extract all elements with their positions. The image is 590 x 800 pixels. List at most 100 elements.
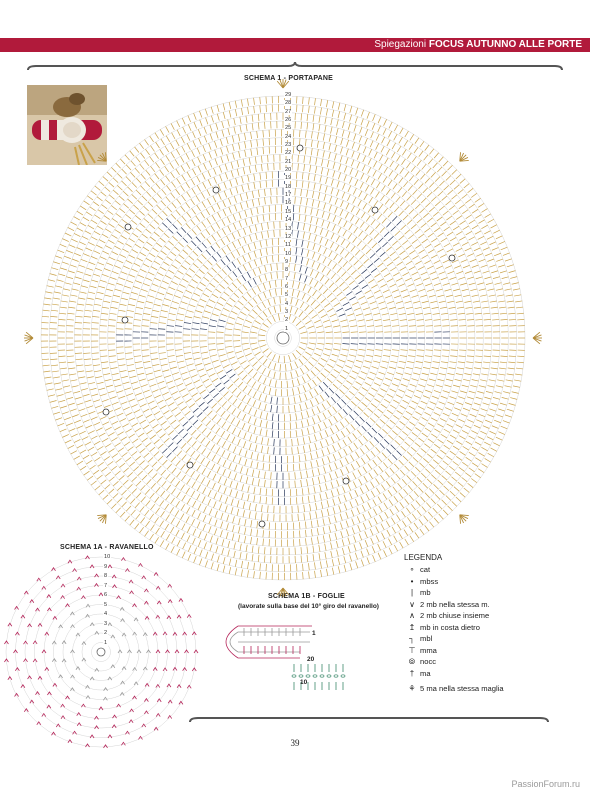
schema1-stitch: [352, 236, 358, 243]
schema1-stitch: [408, 209, 415, 215]
schema1-stitch: [234, 204, 238, 212]
schema1-stitch: [236, 420, 241, 427]
schema1-stitch: [220, 238, 226, 246]
schema1-stitch: [309, 391, 314, 398]
schema1-stitch: [333, 369, 340, 374]
schema1-stitch: [434, 443, 441, 449]
schema1-stitch: [436, 265, 443, 270]
schema1-stitch: [168, 286, 176, 291]
schema1-stitch: [386, 278, 394, 283]
header-title: Spiegazioni FOCUS AUTUNNO ALLE PORTE: [374, 39, 582, 50]
schema1-stitch: [109, 312, 117, 315]
schema1-stitch: [349, 414, 355, 421]
schema1-stitch: [339, 374, 347, 380]
schema1-stitch: [211, 214, 216, 222]
schema1-stitch: [456, 306, 465, 309]
schema1-stitch: [267, 370, 271, 377]
schema1-stitch: [380, 403, 387, 409]
schema1-stitch: [342, 343, 350, 345]
schema1-stitch: [301, 239, 304, 247]
schema1-stitch: [219, 494, 223, 502]
schema1-stitch: [353, 410, 359, 417]
schema1-stitch: [191, 481, 196, 488]
schema1-stitch: [347, 359, 355, 363]
schema1-stitch: [330, 436, 335, 444]
schema1-stitch: [431, 395, 439, 399]
schema1-stitch: [332, 445, 336, 452]
schema1-stitch: [166, 218, 172, 224]
legend-item: ┐ mbl: [404, 633, 584, 645]
schema1-stitch: [369, 301, 377, 305]
schema1-stitch: [416, 355, 424, 357]
schema1-stitch: [419, 462, 425, 468]
schema1-stitch: [367, 263, 374, 269]
schema1-stitch: [158, 328, 166, 330]
schema1-stitch: [307, 495, 310, 503]
schema1-stitch: [247, 252, 252, 260]
schema1-stitch: [437, 423, 444, 428]
schema1-stitch: [386, 409, 394, 415]
schema1-stitch: [362, 365, 370, 369]
schema1-stitch: [111, 373, 119, 376]
schema1-stitch: [300, 256, 304, 264]
schema1-stitch: [226, 433, 231, 441]
schema1-stitch: [211, 293, 219, 299]
schema1-stitch: [237, 430, 242, 437]
schema1-stitch: [409, 250, 416, 255]
schema1-stitch: [314, 281, 319, 288]
schema1-stitch: [271, 422, 274, 430]
schema1-stitch: [264, 197, 266, 205]
schema1-stitch: [404, 372, 412, 376]
schema1-stitch: [326, 400, 332, 407]
schema1-stitch: [157, 227, 164, 233]
schema1-stitch: [377, 278, 384, 283]
schema1-stitch: [167, 319, 175, 321]
schema1-stitch: [286, 380, 288, 388]
schema1-stitch: [249, 234, 253, 242]
schema1-stitch: [265, 429, 268, 437]
schema1-stitch: [391, 289, 399, 293]
schema1-stitch: [308, 232, 311, 241]
schema1-stitch: [320, 358, 328, 362]
schema1-stitch: [300, 479, 302, 488]
schema1-stitch: [375, 446, 381, 453]
schema1-stitch: [216, 202, 221, 210]
schema1-stitch: [315, 217, 319, 225]
schema1-stitch: [406, 219, 413, 225]
schema1-stitch: [370, 188, 375, 195]
schema1-stitch: [211, 267, 217, 273]
schema1-stitch: [295, 320, 302, 326]
schema1-stitch: [223, 364, 230, 369]
schema1-stitch: [448, 367, 456, 370]
schema1-stitch: [137, 372, 145, 376]
schema1-stitch: [277, 313, 280, 321]
schema1-stitch: [328, 464, 332, 472]
schema1-stitch: [359, 331, 367, 333]
schema1-stitch: [386, 393, 394, 398]
schema1-stitch: [141, 437, 148, 443]
schema1-stitch: [168, 385, 176, 390]
schema1-stitch: [109, 396, 117, 400]
schema1-stitch: [248, 157, 251, 165]
schema1-stitch: [267, 505, 269, 513]
schema1-stitch: [324, 278, 330, 285]
schema1-stitch: [162, 222, 168, 228]
schema1-stitch: [114, 288, 122, 292]
schema1-stitch: [267, 163, 269, 171]
schema1-stitch: [311, 260, 315, 268]
schema1-stitch: [213, 501, 217, 509]
schema1-stitch: [360, 221, 365, 228]
schema1-ring: [82, 137, 484, 539]
schema1-stitch: [264, 403, 267, 411]
schema1-stitch: [211, 463, 216, 471]
schema1-stitch: [380, 283, 387, 288]
schema1-stitch: [180, 484, 185, 491]
schema1-stitch: [315, 451, 319, 459]
schema1-stitch: [438, 300, 446, 303]
schema1-stitch: [428, 378, 436, 382]
schema1-stitch: [399, 420, 406, 426]
schema1-stitch: [196, 204, 201, 212]
schema1-stitch: [210, 444, 216, 451]
schema1-stitch: [177, 313, 185, 316]
schema1-stitch: [261, 223, 264, 231]
